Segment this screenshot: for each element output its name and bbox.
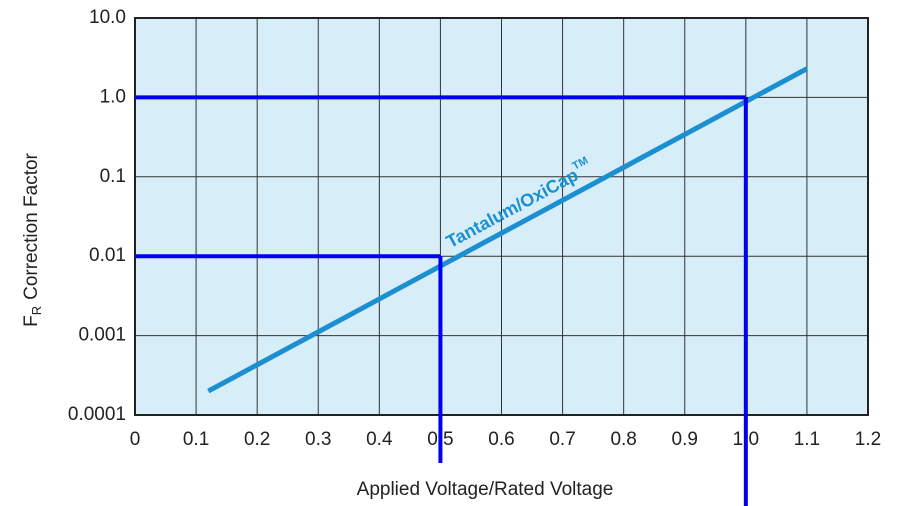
- x-tick-label: 0.9: [672, 429, 698, 450]
- y-tick-label: 0.001: [78, 325, 126, 346]
- x-tick-label: 0.7: [549, 429, 575, 450]
- x-tick-label: 0.2: [244, 429, 270, 450]
- x-tick-label: 1.2: [855, 429, 881, 450]
- y-label-symbol: F: [21, 315, 42, 327]
- x-tick-label: 0.4: [366, 429, 393, 450]
- y-tick-label: 1.0: [100, 86, 126, 107]
- x-tick-label: 0.3: [305, 429, 331, 450]
- x-tick-label: 0.8: [610, 429, 636, 450]
- x-tick-label: 0.6: [488, 429, 514, 450]
- y-label-subscript: R: [29, 306, 44, 315]
- x-tick-label: 1.1: [794, 429, 820, 450]
- y-tick-label: 10.0: [89, 7, 126, 28]
- y-label-text: Correction Factor: [21, 152, 42, 299]
- x-tick-label: 0: [130, 429, 141, 450]
- x-axis-label: Applied Voltage/Rated Voltage: [357, 479, 614, 500]
- y-axis-label: FR Correction Factor: [21, 152, 44, 326]
- y-tick-label: 0.1: [100, 166, 126, 187]
- x-tick-label: 0.1: [183, 429, 209, 450]
- plot-frame: [134, 17, 869, 416]
- y-tick-label: 0.01: [89, 245, 126, 266]
- y-tick-label: 0.0001: [68, 404, 126, 425]
- data-line: [207, 66, 809, 394]
